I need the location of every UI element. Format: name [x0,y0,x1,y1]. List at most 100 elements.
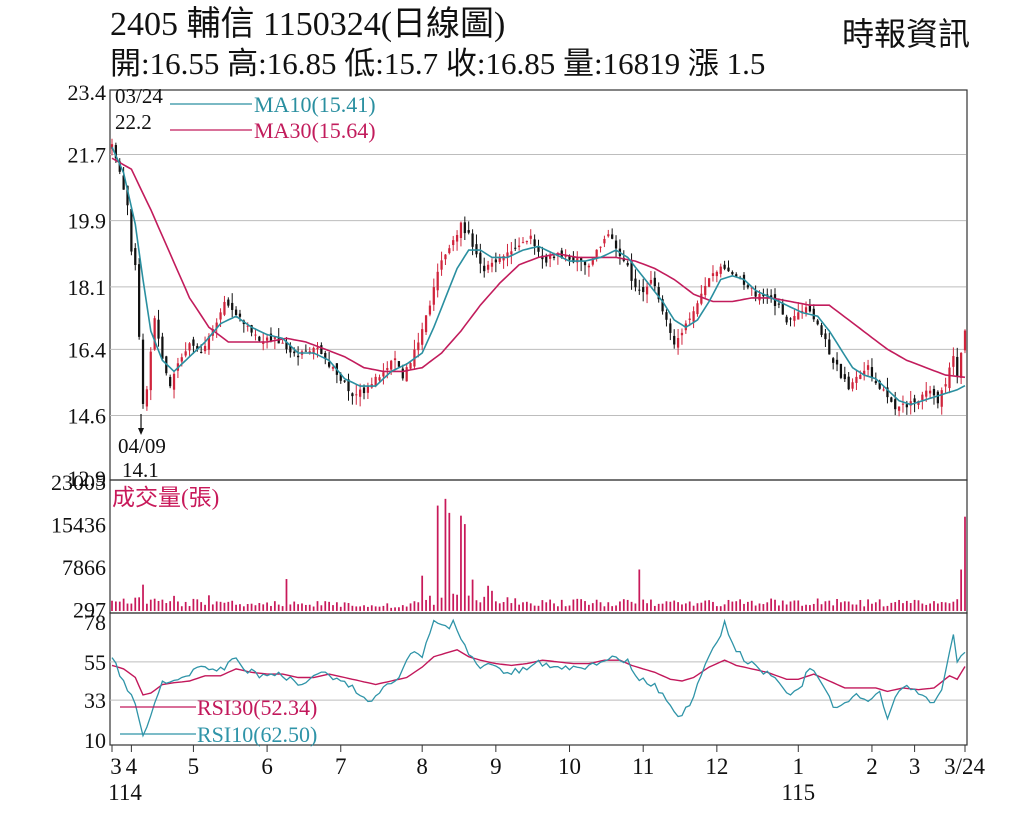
high-annotation-date: 03/24 [115,84,163,108]
volume-bar [138,597,141,611]
volume-bar [394,607,396,611]
volume-bar [824,601,827,611]
candle-body [630,261,633,281]
candle-body [793,315,796,321]
candle-body [405,367,408,382]
volume-bar [902,603,904,611]
volume-bar [153,598,156,611]
candle-body [130,209,133,252]
volume-axis-tick-label: 7866 [62,555,106,580]
volume-bar [510,603,513,611]
candle-body [157,319,160,339]
candle-body [265,337,269,341]
candle-body [436,271,439,291]
volume-bar [514,598,517,611]
price-axis-tick-label: 19.9 [68,209,107,234]
candle-body [498,257,501,262]
volume-bar [557,606,559,611]
candle-body [804,307,808,314]
volume-bar [533,605,536,611]
volume-bar [173,595,175,611]
volume-bar [622,599,625,611]
volume-bar [386,603,389,611]
volume-bar [421,575,424,611]
candle-body [537,246,540,252]
volume-bar [576,598,579,611]
candle-body [715,271,718,277]
volume-bar [564,606,567,611]
candle-body [359,389,362,397]
candle-body [374,376,377,386]
candle-body [145,389,149,407]
price-axis-tick-label: 12.9 [68,466,107,491]
volume-bar [165,603,168,611]
volume-bar [743,603,745,611]
volume-bar [688,601,691,611]
candle-body [529,235,532,239]
low-annotation-date: 04/09 [118,434,166,458]
ma30-line [111,157,966,379]
candle-body [746,285,749,288]
volume-bar [840,602,842,611]
candle-body [692,311,695,322]
candle-body [304,350,307,352]
candle-body [642,287,645,293]
candle-body [727,267,730,272]
volume-bar [177,601,179,611]
volume-bar [560,599,563,611]
volume-bar [242,606,245,611]
volume-bar [948,603,951,611]
candle-body [824,333,827,340]
chart-title: 2405 輔信 1150324(日線圖) [110,6,506,43]
x-axis-tick-label: 6 [261,754,273,779]
price-axis-tick-label: 23.4 [68,80,107,105]
volume-bar [708,600,710,611]
volume-bar [262,604,265,611]
volume-bar [432,604,435,611]
volume-bar [184,601,187,611]
candle-body [649,279,653,284]
candle-body [552,256,556,259]
volume-bar [580,599,583,611]
candle-body [502,256,505,261]
volume-bar [715,606,718,611]
candle-body [731,271,734,275]
volume-bar [545,602,548,611]
candle-body [952,356,955,367]
price-axis-tick-label: 16.4 [68,337,107,362]
candle-body [828,339,831,355]
volume-bar [739,599,741,611]
candle-body [882,389,885,391]
candle-body [479,252,482,264]
volume-bar [246,604,249,611]
volume-bar [196,599,199,611]
volume-bar [847,601,850,611]
candle-body [331,367,335,369]
volume-bar [797,600,800,611]
candle-body [269,333,273,342]
candle-body [203,345,207,352]
volume-bar [301,603,303,611]
volume-bar [770,598,773,611]
candle-body [932,388,936,396]
candle-body [599,246,602,248]
candle-body [401,368,404,379]
candlesticks [110,138,967,417]
candle-body [118,161,121,172]
candle-body [607,234,610,237]
volume-bar [541,600,544,611]
volume-bar [390,607,393,611]
volume-bar [483,596,486,611]
volume-bar [130,603,133,611]
candle-body [944,384,947,387]
candle-body [192,339,195,346]
candle-body [312,347,315,355]
candle-body [254,334,257,336]
rsi-axis-tick-label: 55 [84,650,106,675]
candle-body [355,394,358,396]
candle-body [231,302,234,310]
x-axis-tick-label: 7 [335,754,347,779]
volume-bar [650,599,652,611]
candle-body [141,339,145,404]
volume-bar [665,601,668,611]
